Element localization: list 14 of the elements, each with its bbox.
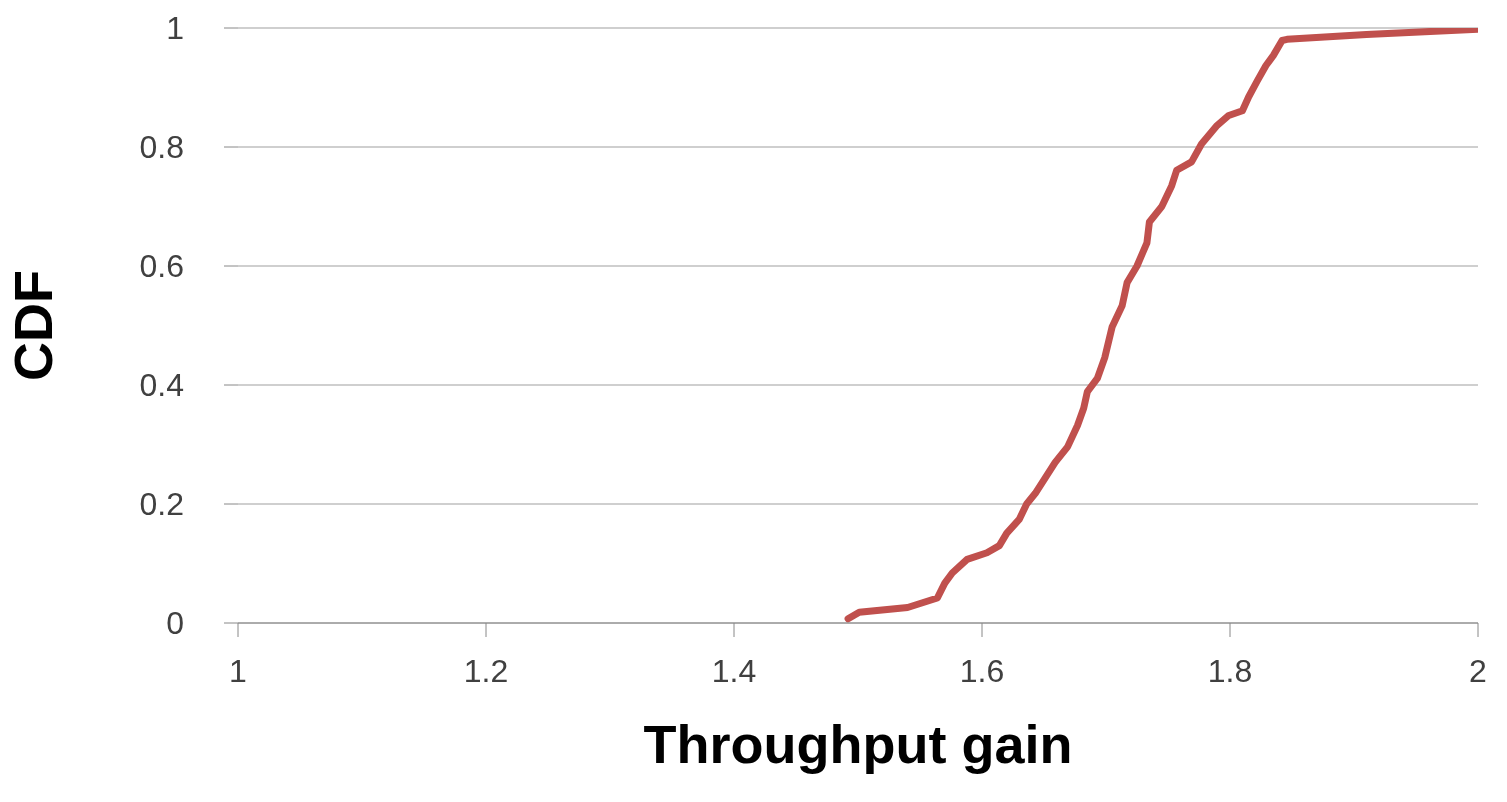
y-tick-label: 0.8	[139, 129, 184, 166]
x-tick-label: 1.4	[711, 652, 757, 689]
y-tick-label: 0.2	[139, 486, 184, 523]
y-tick-label: 1	[166, 10, 184, 47]
y-tick-label: 0.4	[139, 367, 184, 404]
x-tick-label: 1	[229, 652, 247, 689]
x-tick-label: 1.6	[959, 652, 1005, 689]
y-tick-label: 0.6	[139, 248, 184, 285]
x-tick-label: 1.8	[1207, 652, 1253, 689]
x-tick-label: 2	[1469, 652, 1487, 689]
y-tick-label: 0	[166, 605, 184, 642]
x-axis-title: Throughput gain	[643, 714, 1073, 774]
x-tick-label: 1.2	[463, 652, 509, 689]
y-axis-title: CDF	[3, 270, 64, 381]
